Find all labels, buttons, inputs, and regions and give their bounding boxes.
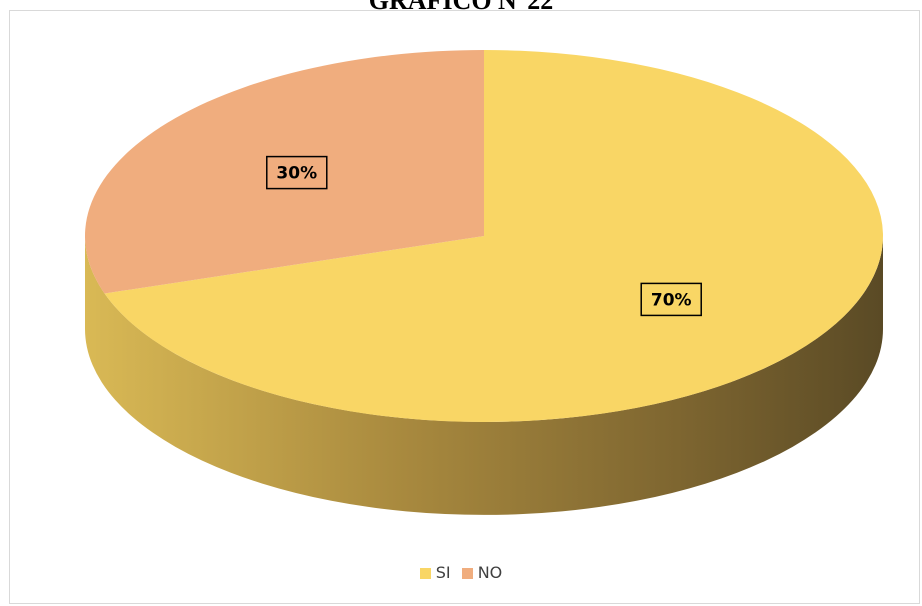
legend-swatch-si [419,568,431,579]
data-label-text: 70% [651,290,692,310]
chart-legend: SI NO [0,563,922,582]
pie-side-wall [85,236,883,515]
data-label-si: 70% [640,282,702,317]
legend-label-si: SI [435,563,451,582]
pie-slice-no [84,50,485,294]
legend-swatch-no [461,568,473,579]
legend-item-no: NO [461,563,503,582]
legend-label-no: NO [477,563,503,582]
chart-title: GRAFICO N°22 [368,0,554,15]
data-label-box [266,155,328,190]
pie-slice-si [104,50,884,422]
data-label-text: 30% [276,164,317,184]
legend-item-si: SI [419,563,451,582]
data-label-box [640,282,702,317]
data-label-no: 30% [266,155,328,190]
